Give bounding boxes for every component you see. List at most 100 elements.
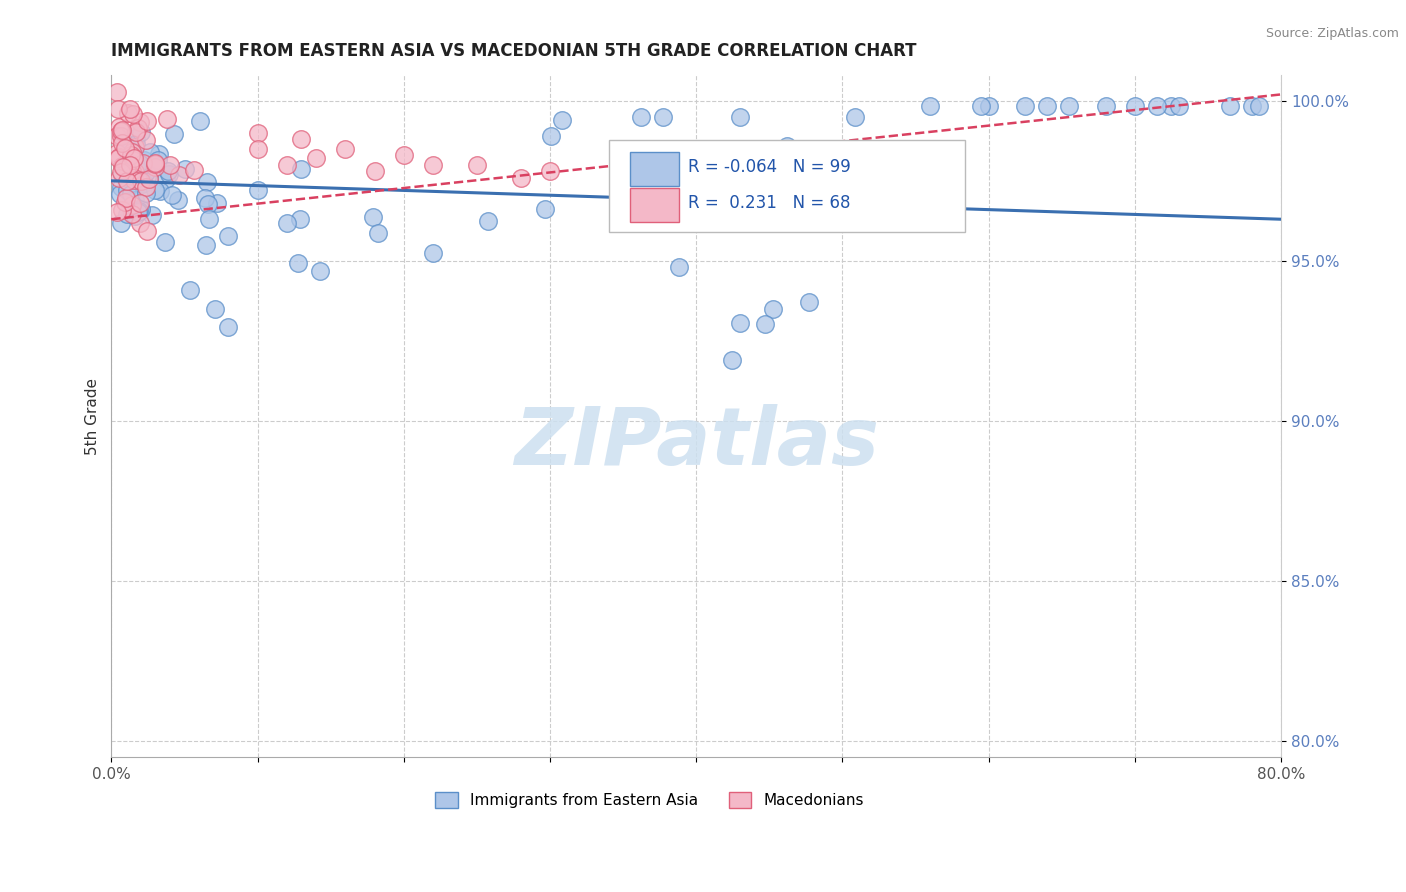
Point <box>131 177 153 191</box>
Point <box>160 187 183 202</box>
Point <box>290 162 312 177</box>
Point <box>111 123 134 137</box>
Point <box>117 156 139 170</box>
Point <box>124 165 146 179</box>
Point <box>115 191 138 205</box>
Point <box>135 165 157 179</box>
Point <box>134 153 156 168</box>
Point <box>217 229 239 244</box>
Point <box>111 160 134 174</box>
Point <box>115 174 138 188</box>
Point <box>110 180 132 194</box>
Point <box>110 217 132 231</box>
Point <box>135 186 157 200</box>
Point <box>776 138 799 153</box>
Text: Source: ZipAtlas.com: Source: ZipAtlas.com <box>1265 27 1399 40</box>
Point <box>129 202 152 216</box>
Point <box>127 121 149 136</box>
Point <box>153 235 176 249</box>
Point <box>145 160 167 174</box>
Point <box>128 156 150 170</box>
Point <box>305 152 328 166</box>
Point <box>1167 98 1189 112</box>
Point <box>121 163 143 178</box>
Point <box>288 212 311 227</box>
Point <box>155 172 177 186</box>
Point <box>190 114 212 128</box>
Point <box>509 170 531 185</box>
Point <box>174 162 197 177</box>
Point <box>125 131 148 145</box>
Point <box>465 158 488 172</box>
Point <box>111 202 134 217</box>
Point <box>217 319 239 334</box>
Point <box>367 227 389 241</box>
Point <box>477 214 499 228</box>
Point <box>246 142 269 156</box>
Y-axis label: 5th Grade: 5th Grade <box>86 377 100 455</box>
Point <box>136 158 159 172</box>
Point <box>120 143 142 157</box>
Point <box>128 169 150 184</box>
Point <box>136 170 159 185</box>
Point <box>156 112 179 127</box>
Point <box>159 167 181 181</box>
Point <box>131 158 153 172</box>
Point <box>120 158 142 172</box>
Point <box>728 110 751 124</box>
Point <box>205 195 228 210</box>
Point <box>120 147 142 161</box>
Point <box>129 174 152 188</box>
Point <box>197 197 219 211</box>
Point <box>129 115 152 129</box>
Point <box>138 171 160 186</box>
Point <box>117 106 139 120</box>
Point <box>1240 98 1263 112</box>
Point <box>129 203 152 218</box>
Point <box>111 136 134 151</box>
Text: R = -0.064   N = 99: R = -0.064 N = 99 <box>688 158 851 177</box>
Point <box>115 183 138 197</box>
FancyBboxPatch shape <box>609 140 966 232</box>
Point <box>534 202 557 216</box>
Point <box>120 202 142 217</box>
Point <box>970 98 993 112</box>
Point <box>179 283 201 297</box>
Point <box>122 153 145 168</box>
Point <box>167 194 190 208</box>
Point <box>120 186 142 201</box>
Point <box>132 177 155 191</box>
Point <box>135 133 157 147</box>
Point <box>754 317 776 331</box>
Point <box>195 237 218 252</box>
Point <box>125 125 148 139</box>
Point <box>121 207 143 221</box>
Point <box>127 205 149 219</box>
FancyBboxPatch shape <box>630 188 679 222</box>
Point <box>422 158 444 172</box>
Point <box>149 184 172 198</box>
Point <box>124 140 146 154</box>
Point <box>422 245 444 260</box>
Point <box>105 145 128 160</box>
Point <box>107 85 129 99</box>
Point <box>1036 98 1059 112</box>
Point <box>105 128 128 143</box>
Point <box>1123 98 1146 112</box>
Point <box>157 164 180 178</box>
Point <box>198 211 221 226</box>
Point <box>1094 98 1116 112</box>
Point <box>124 193 146 207</box>
Point <box>108 150 131 164</box>
Point <box>132 158 155 172</box>
Point <box>920 98 942 112</box>
Point <box>107 151 129 165</box>
Point <box>124 210 146 224</box>
Point <box>163 127 186 141</box>
Point <box>122 151 145 165</box>
Point <box>195 175 218 189</box>
Point <box>668 260 690 274</box>
Point <box>110 165 132 179</box>
Point <box>121 145 143 159</box>
Point <box>551 112 574 127</box>
